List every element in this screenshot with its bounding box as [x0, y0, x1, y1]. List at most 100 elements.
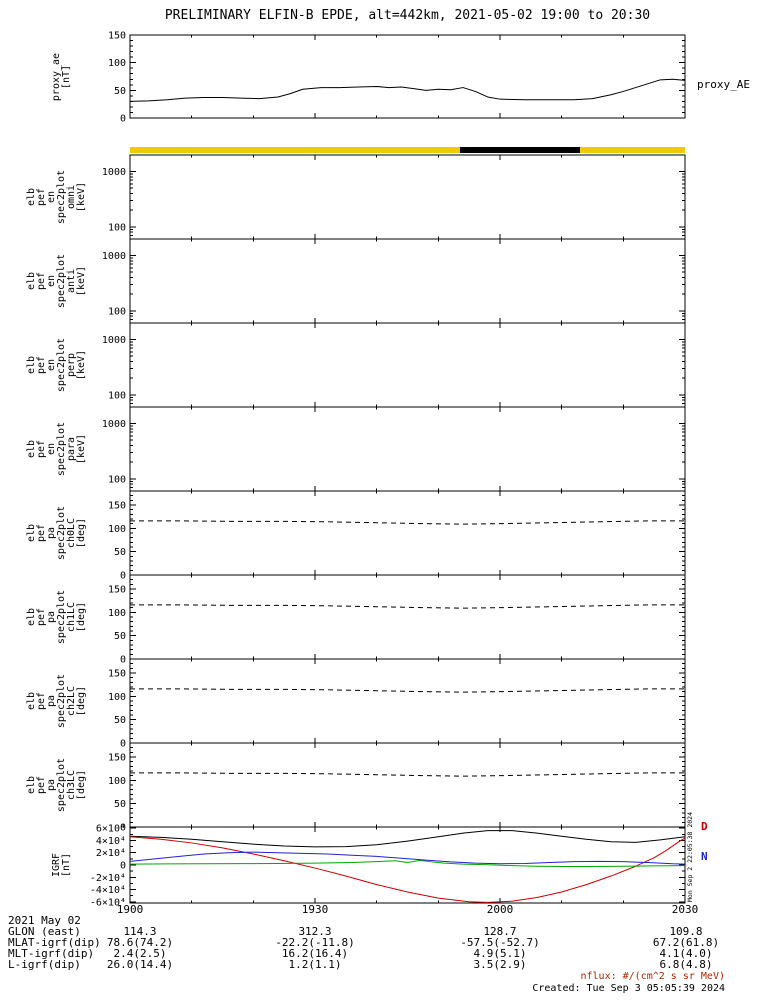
- y-tick-label: 2×10⁴: [96, 848, 126, 859]
- y-tick-label: 100: [108, 474, 126, 485]
- creation-watermark-vertical: Mon Sep 2 22:05:38 2024: [686, 811, 694, 903]
- y-tick-label: 100: [108, 692, 126, 703]
- ylabel-elb_pef_en_spec2plot_perp: elb pef en spec2plot perp [keV]: [26, 338, 87, 392]
- series-elb_pef_pa_spec2plot_ch3LC-losscone: [130, 772, 685, 777]
- footer-value: -22.2(-11.8): [275, 936, 355, 949]
- y-tick-label: 1000: [102, 335, 126, 346]
- footer-value: 4.9(5.1): [473, 947, 527, 960]
- panel-elb_pef_en_spec2plot_para: 100 1000: [102, 406, 686, 492]
- x-tick-label-1930: 1930: [301, 903, 329, 916]
- ylabel-elb_pef_pa_spec2plot_ch2LC: elb pef pa spec2plot ch2LC [deg]: [26, 674, 87, 728]
- y-tick-label: 50: [114, 547, 126, 558]
- x-tick-label-1900: 1900: [116, 903, 144, 916]
- footer-value: 1.2(1.1): [288, 958, 342, 971]
- y-tick-label: 0: [120, 655, 126, 666]
- ylabel-IGRF: IGRF [nT]: [51, 852, 72, 878]
- series-proxy_ae-proxy_AE: [129, 78, 686, 102]
- y-tick-label: -4×10⁴: [90, 885, 126, 896]
- ylabel-proxy_ae: proxy_ae [nT]: [51, 52, 72, 100]
- series-IGRF-E: [129, 859, 686, 868]
- x-tick-label-2000: 2000: [486, 903, 514, 916]
- footer-date: 2021 May 02: [8, 914, 81, 927]
- panel-elb_pef_pa_spec2plot_ch3LC: 0 50 100 150: [108, 742, 686, 834]
- y-tick-label: 100: [108, 306, 126, 317]
- proxy-ae-right-label: proxy_AE: [697, 78, 750, 91]
- footer-value: 2.4(2.5): [113, 947, 167, 960]
- footer-value: 3.5(2.9): [473, 958, 527, 971]
- ylabel-elb_pef_en_spec2plot_anti: elb pef en spec2plot anti [keV]: [26, 254, 87, 308]
- y-tick-label: 4×10⁴: [96, 836, 126, 847]
- ylabel-line: [deg]: [76, 517, 87, 549]
- ylabel-elb_pef_pa_spec2plot_ch0LC: elb pef pa spec2plot ch0LC [deg]: [26, 506, 87, 560]
- footer-value: 114.3: [123, 925, 157, 938]
- availability-bar: [130, 147, 685, 153]
- ylabel-elb_pef_en_spec2plot_para: elb pef en spec2plot para [keV]: [26, 422, 87, 476]
- y-tick-label: 0: [120, 823, 126, 834]
- y-tick-label: 1000: [102, 251, 126, 262]
- panel-elb_pef_en_spec2plot_omni: 100 1000: [102, 154, 686, 240]
- footer-value: 312.3: [298, 925, 332, 938]
- series-elb_pef_pa_spec2plot_ch1LC-losscone: [130, 604, 685, 609]
- footer-row-label: MLAT-igrf(dip): [8, 936, 101, 949]
- panel-elb_pef_en_spec2plot_perp: 100 1000: [102, 322, 686, 408]
- y-tick-label: 1000: [102, 419, 126, 430]
- footer-value: 6.8(4.8): [659, 958, 713, 971]
- y-tick-label: 6×10⁴: [96, 824, 126, 835]
- ylabel-line: [deg]: [76, 769, 87, 801]
- y-tick-label: 0: [120, 114, 126, 125]
- y-tick-label: 100: [108, 524, 126, 535]
- panel-elb_pef_pa_spec2plot_ch0LC: 0 50 100 150: [108, 490, 686, 582]
- footer-value: 109.8: [669, 925, 703, 938]
- x-tick-label-2030: 2030: [671, 903, 699, 916]
- y-tick-label: 50: [114, 631, 126, 642]
- y-tick-label: 150: [108, 753, 126, 764]
- y-tick-label: 150: [108, 585, 126, 596]
- ylabel-line: [deg]: [76, 601, 87, 633]
- y-tick-label: 100: [108, 58, 126, 69]
- y-tick-label: 100: [108, 776, 126, 787]
- ylabel-line: [keV]: [76, 181, 87, 213]
- ylabel-line: [keV]: [76, 265, 87, 297]
- created-timestamp: Created: Tue Sep 3 05:05:39 2024: [532, 983, 725, 994]
- ylabel-line: [nT]: [61, 852, 72, 878]
- series-IGRF-B: [129, 830, 686, 848]
- footer-value: 128.7: [483, 925, 517, 938]
- ylabel-elb_pef_pa_spec2plot_ch3LC: elb pef pa spec2plot ch3LC [deg]: [26, 758, 87, 812]
- y-tick-label: 150: [108, 501, 126, 512]
- footer-value: -57.5(-52.7): [460, 936, 540, 949]
- y-tick-label: 100: [108, 390, 126, 401]
- series-elb_pef_pa_spec2plot_ch0LC-losscone: [130, 520, 685, 525]
- y-tick-label: -6×10⁴: [90, 897, 126, 908]
- availability-segment: [459, 147, 581, 153]
- y-tick-label: 100: [108, 222, 126, 233]
- y-tick-label: 0: [120, 571, 126, 582]
- footer-value: 26.0(14.4): [106, 958, 174, 971]
- ylabel-elb_pef_en_spec2plot_omni: elb pef en spec2plot omni [keV]: [26, 170, 87, 224]
- y-tick-label: 0: [120, 739, 126, 750]
- ylabel-line: [keV]: [76, 433, 87, 465]
- y-tick-label: 150: [108, 669, 126, 680]
- y-tick-label: 50: [114, 799, 126, 810]
- footer-row-label: L-igrf(dip): [8, 958, 81, 971]
- footer-row-label: GLON (east): [8, 925, 81, 938]
- footer-value: 4.1(4.0): [659, 947, 713, 960]
- y-tick-label: 150: [108, 31, 126, 42]
- y-tick-label: -2×10⁴: [90, 873, 126, 884]
- igrf-series-label-n: N: [701, 850, 708, 863]
- igrf-series-label-d: D: [701, 820, 708, 833]
- series-elb_pef_pa_spec2plot_ch2LC-losscone: [130, 688, 685, 693]
- panel-elb_pef_en_spec2plot_anti: 100 1000: [102, 238, 686, 324]
- y-tick-label: 100: [108, 608, 126, 619]
- y-tick-label: 0: [120, 861, 126, 872]
- y-tick-label: 50: [114, 86, 126, 97]
- ylabel-line: [nT]: [61, 64, 72, 89]
- panel-proxy_ae: 0 50 100 150: [108, 31, 686, 125]
- footer-value: 16.2(16.4): [281, 947, 349, 960]
- nflux-units-note: nflux: #/(cm^2 s sr MeV): [580, 971, 726, 982]
- ylabel-elb_pef_pa_spec2plot_ch1LC: elb pef pa spec2plot ch1LC [deg]: [26, 590, 87, 644]
- panel-elb_pef_pa_spec2plot_ch1LC: 0 50 100 150: [108, 574, 686, 666]
- footer-row-label: MLT-igrf(dip): [8, 947, 95, 960]
- ylabel-line: [keV]: [76, 349, 87, 381]
